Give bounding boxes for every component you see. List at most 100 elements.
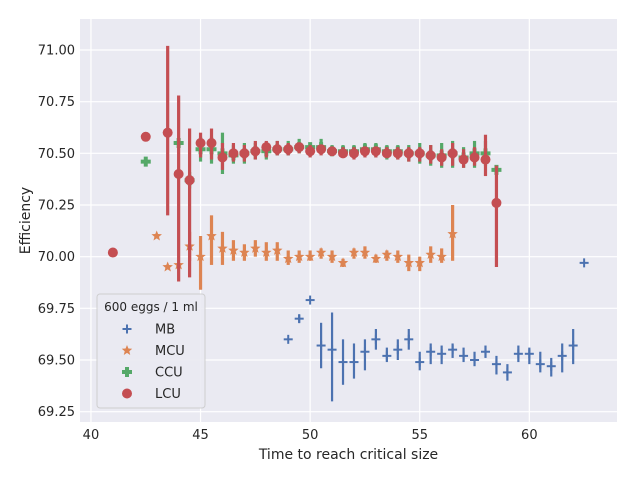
data-point: [470, 355, 480, 365]
data-point: [557, 351, 567, 361]
data-point: [349, 357, 359, 367]
data-point: [535, 359, 545, 369]
data-point: [217, 242, 228, 253]
data-point: [360, 347, 370, 357]
data-point: [239, 247, 250, 257]
x-tick-label: 45: [192, 428, 209, 443]
data-point: [294, 314, 304, 324]
data-point: [261, 142, 272, 153]
data-point: [447, 148, 458, 159]
data-point: [359, 146, 370, 157]
y-tick-label: 69.75: [38, 302, 75, 317]
data-point: [382, 351, 392, 361]
data-point: [381, 148, 392, 159]
data-point: [140, 156, 151, 167]
tick-labels: 40 45 50 55 60 69.25 69.50 69.75 70.00 70.25 70.50…: [38, 44, 538, 444]
data-point: [228, 148, 239, 159]
x-tick-label: 55: [411, 428, 428, 443]
data-point: [151, 230, 162, 241]
series-mb: [283, 258, 589, 402]
data-point: [228, 244, 239, 255]
y-tick-label: 70.00: [38, 250, 75, 265]
legend-label-mcu: MCU: [155, 344, 185, 359]
data-point: [283, 144, 294, 155]
data-point: [425, 249, 436, 260]
y-axis-label: Efficiency: [18, 187, 34, 254]
data-point: [250, 146, 261, 157]
data-point: [392, 251, 404, 262]
data-point: [162, 261, 173, 272]
data-point: [403, 148, 414, 159]
data-point: [195, 138, 206, 148]
legend-marker-lcu: [122, 388, 132, 399]
data-point: [293, 251, 305, 262]
data-point: [392, 148, 403, 159]
legend-items: MB MCU CCU LCU: [121, 323, 185, 402]
data-point: [337, 257, 349, 268]
legend-label-lcu: LCU: [155, 387, 181, 402]
data-point: [107, 247, 118, 258]
data-point: [294, 142, 305, 153]
data-point: [459, 351, 469, 361]
data-point: [524, 349, 534, 359]
data-point: [370, 146, 381, 157]
data-point: [250, 242, 261, 253]
data-series: [107, 45, 589, 402]
data-point: [403, 257, 415, 268]
data-point: [414, 257, 425, 268]
data-point: [447, 228, 458, 239]
data-point: [491, 359, 501, 369]
data-point: [217, 152, 228, 163]
data-point: [315, 247, 327, 257]
data-point: [425, 150, 436, 161]
data-point: [371, 334, 381, 344]
data-point: [502, 367, 512, 377]
data-point: [206, 230, 217, 241]
data-point: [261, 247, 272, 257]
data-point: [437, 349, 447, 359]
data-point: [381, 249, 393, 260]
data-point: [436, 251, 447, 262]
data-point: [436, 152, 447, 163]
data-point: [140, 131, 151, 142]
y-tick-label: 69.50: [38, 354, 75, 369]
data-point: [326, 251, 338, 262]
data-point: [327, 345, 337, 355]
data-point: [304, 251, 316, 262]
data-point: [480, 154, 491, 165]
series-lcu: [107, 45, 502, 282]
data-point: [393, 345, 403, 355]
data-point: [206, 138, 217, 148]
data-point: [272, 244, 283, 255]
x-tick-label: 50: [302, 428, 319, 443]
x-tick-label: 60: [521, 428, 538, 443]
legend-label-mb: MB: [155, 323, 175, 338]
x-axis-label: Time to reach critical size: [258, 447, 438, 463]
data-point: [327, 146, 338, 157]
legend-marker-mcu: [121, 345, 133, 355]
data-point: [338, 357, 348, 367]
data-point: [469, 152, 480, 163]
data-point: [305, 146, 316, 157]
data-point: [426, 347, 436, 357]
data-point: [162, 127, 173, 138]
legend-label-ccu: CCU: [155, 366, 183, 381]
data-point: [316, 341, 326, 351]
data-point: [415, 357, 425, 367]
data-point: [184, 175, 195, 186]
y-tick-label: 71.00: [38, 44, 75, 59]
data-point: [458, 154, 469, 165]
data-point: [480, 347, 490, 357]
data-point: [338, 148, 349, 159]
data-point: [316, 144, 327, 155]
data-point: [282, 253, 294, 264]
data-point: [348, 148, 359, 159]
legend-marker-mb: [122, 324, 132, 334]
data-point: [370, 253, 382, 264]
data-point: [491, 197, 502, 208]
data-point: [579, 258, 589, 268]
y-tick-label: 70.75: [38, 95, 75, 110]
data-point: [448, 345, 458, 355]
data-point: [173, 169, 184, 179]
y-tick-label: 70.50: [38, 147, 75, 162]
